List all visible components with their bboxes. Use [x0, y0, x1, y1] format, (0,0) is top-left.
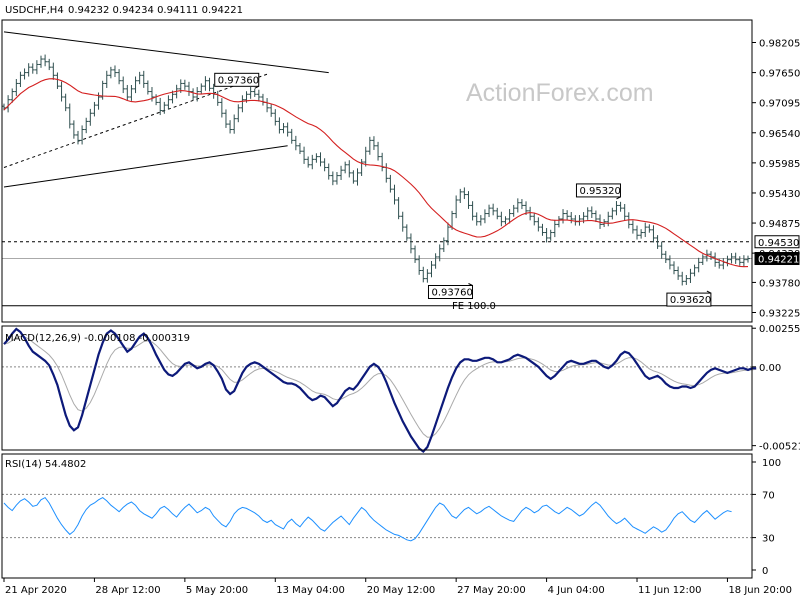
- rsi-y-tick-label: 0: [762, 566, 768, 577]
- x-tick-label: 20 May 12:00: [367, 585, 436, 596]
- price-annotation-label: 0.95320: [579, 186, 620, 197]
- rsi-frame: [1, 453, 753, 579]
- y-tick-label: 0.93225: [759, 309, 800, 320]
- triangle-upper-line: [3, 31, 329, 74]
- x-tick-label: 18 Jun 20:00: [728, 585, 792, 596]
- price-annotation-box: [666, 292, 712, 307]
- macd-y-tick-label: 0.00: [759, 363, 781, 374]
- rsi-y-tick-label: 30: [762, 534, 775, 545]
- price-annotation-box: [575, 183, 621, 198]
- rsi-y-tick-label: 100: [762, 458, 781, 469]
- macd-y-tick-label: -0.005212: [759, 442, 800, 453]
- y-tick-label: 0.93780: [759, 278, 800, 289]
- x-tick-label: 13 May 04:00: [276, 585, 345, 596]
- rsi-panel: 100 70 30 0: [2, 458, 781, 577]
- rsi-label: RSI(14) 54.4802: [5, 459, 86, 470]
- rsi-y-tick-label: 70: [762, 490, 775, 501]
- x-tick-label: 21 Apr 2020: [5, 585, 67, 596]
- price-annotation-label: 0.97360: [218, 75, 259, 86]
- y-tick-label: 0.94875: [759, 219, 800, 230]
- price-annotation-box: [214, 72, 260, 87]
- fe-label: FE 100.0: [452, 301, 496, 312]
- annotation-leader: [468, 283, 473, 286]
- macd-frame: [1, 325, 753, 451]
- macd-signal-line: [3, 335, 757, 438]
- x-tick-label: 11 Jun 12:00: [638, 585, 702, 596]
- rsi-line: [3, 496, 732, 542]
- y-tick-label: 0.98205: [759, 39, 800, 50]
- x-tick-label: 4 Jun 04:00: [548, 585, 605, 596]
- macd-y-tick-label: 0.002553: [759, 324, 800, 335]
- annotation-leader: [254, 85, 259, 89]
- price-tag-label: 0.94221: [758, 255, 799, 266]
- triangle-lower-line: [3, 145, 288, 188]
- macd-label: MACD(12,26,9) -0.000108 -0.000319: [5, 333, 190, 344]
- triangle-mid-dashed-line: [3, 73, 268, 168]
- time-axis: 21 Apr 2020 28 Apr 12:00 5 May 20:00 13 May…: [1, 19, 792, 596]
- y-tick-label: 0.97095: [759, 99, 800, 110]
- price-annotation-label: 0.93620: [670, 295, 711, 306]
- annotation-leader: [706, 290, 712, 294]
- watermark: ActionForex.com: [466, 79, 654, 107]
- price-annotation-box: [427, 285, 473, 300]
- x-tick-label: 27 May 20:00: [457, 585, 526, 596]
- price-tag: [754, 235, 800, 249]
- x-tick-label: 28 Apr 12:00: [95, 585, 160, 596]
- annotation-leader: [616, 196, 621, 200]
- price-tag: [754, 252, 800, 266]
- price-tag-label: 0.94530: [758, 238, 799, 249]
- ohlc-readout: 0.94232 0.94234 0.94111 0.94221: [68, 5, 243, 16]
- macd-main-line: [3, 327, 757, 453]
- price-frame: [1, 19, 753, 323]
- y-tick-label: 0.97650: [759, 69, 800, 80]
- price-annotation-label: 0.93760: [431, 288, 472, 299]
- chart-title: USDCHF,H4: [5, 5, 64, 16]
- y-tick-label: 0.96540: [759, 129, 800, 140]
- price-panel: 0.98205 0.97650 0.97095 0.96540 0.95985 0.954…: [2, 31, 800, 320]
- y-tick-label: 0.95430: [759, 189, 800, 200]
- x-tick-label: 5 May 20:00: [186, 585, 248, 596]
- y-tick-label: 0.95985: [759, 159, 800, 170]
- macd-panel: 0.002553 0.00 -0.005212: [2, 324, 800, 453]
- moving-average-line: [3, 78, 749, 268]
